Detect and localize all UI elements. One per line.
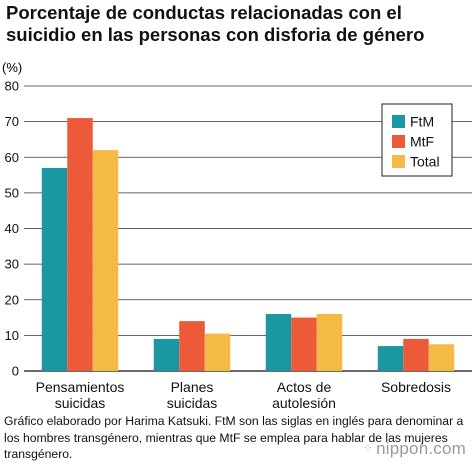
bar-mtf (291, 317, 317, 371)
legend-label-total: Total (410, 154, 440, 170)
legend-swatch-total (392, 155, 405, 168)
y-tick-label: 0 (12, 364, 19, 379)
logo-text: nippon.com (376, 439, 466, 458)
x-axis-labels: PensamientossuicidasPlanessuicidasActos … (36, 379, 451, 411)
bar-ftm (377, 346, 404, 371)
bar-total (428, 344, 455, 371)
x-tick-label: Pensamientos (36, 379, 125, 395)
y-tick-label: 20 (5, 292, 19, 307)
x-tick-label: Planes (171, 379, 214, 395)
y-tick-label: 30 (5, 257, 19, 272)
y-tick-label: 70 (5, 114, 19, 129)
legend-swatch-ftm (392, 115, 405, 128)
bar-mtf (179, 321, 205, 371)
y-tick-label: 10 (5, 328, 19, 343)
bar-total (316, 314, 343, 371)
bar-ftm (41, 167, 68, 371)
bar-ftm (265, 314, 292, 371)
bar-total (92, 150, 119, 371)
legend-label-mtf: MtF (410, 134, 434, 150)
nippon-logo: ⁘ nippon.com (363, 439, 466, 459)
bar-total (204, 333, 231, 371)
legend-label-ftm: FtM (410, 114, 434, 130)
legend-swatch-mtf (392, 135, 405, 148)
bar-mtf (403, 338, 429, 371)
x-tick-label: suicidas (55, 395, 106, 411)
y-axis-ticks: 0 10 20 30 40 50 60 70 80 (5, 79, 19, 379)
bars (41, 118, 455, 371)
chart-title: Porcentaje de conductas relacionadas con… (6, 2, 425, 45)
y-axis-unit-label: (%) (2, 60, 22, 75)
y-tick-label: 80 (5, 79, 19, 94)
x-tick-label: autolesión (272, 395, 336, 411)
x-tick-label: Sobredosis (381, 379, 451, 395)
bar-mtf (67, 118, 93, 371)
y-tick-label: 50 (5, 185, 19, 200)
x-tick-label: suicidas (167, 395, 218, 411)
y-tick-label: 40 (5, 221, 19, 236)
logo-dots-icon: ⁘ (362, 441, 374, 455)
bar-ftm (153, 338, 180, 371)
x-tick-label: Actos de (277, 379, 332, 395)
caption: Gráfico elaborado por Harima Katsuki. Ft… (4, 414, 464, 461)
y-tick-label: 60 (5, 150, 19, 165)
legend: FtM MtF Total (381, 103, 453, 177)
